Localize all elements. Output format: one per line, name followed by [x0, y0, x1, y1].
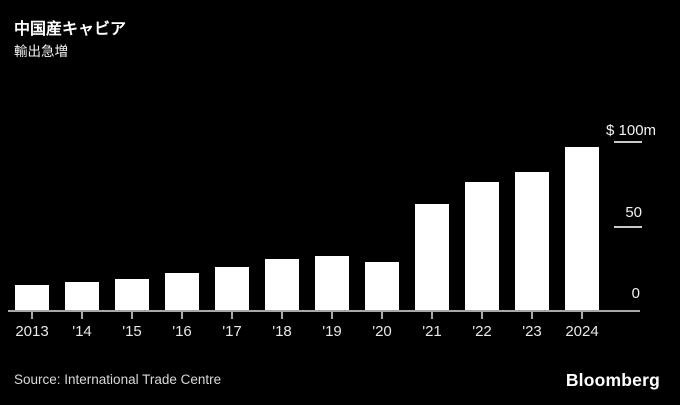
- x-axis-label: '14: [72, 323, 92, 340]
- x-axis-label: '23: [522, 323, 542, 340]
- bar-column-16: [157, 144, 207, 310]
- x-axis-tick: [581, 312, 583, 319]
- bar-21: [415, 203, 449, 310]
- x-axis-label: '16: [172, 323, 192, 340]
- x-axis-tick: [131, 312, 133, 319]
- x-axis-tick: [531, 312, 533, 319]
- x-axis: 2013 '14 '15 '16 '17 '18 '19 '20 '21 '22 '23 2024: [7, 312, 607, 340]
- source-credit: Source: International Trade Centre: [14, 372, 222, 387]
- x-axis-cell: '21: [407, 312, 457, 340]
- bar-column-15: [107, 144, 157, 310]
- x-axis-tick: [381, 312, 383, 319]
- y-axis-label-50: 50: [625, 204, 642, 221]
- y-axis-tick-50: [614, 226, 642, 228]
- x-axis-cell: 2024: [557, 312, 607, 340]
- bar-column-23: [507, 144, 557, 310]
- bar-column-22: [457, 144, 507, 310]
- x-axis-cell: '23: [507, 312, 557, 340]
- x-axis-label: '19: [322, 323, 342, 340]
- bar-column-19: [307, 144, 357, 310]
- bar-column-2013: [7, 144, 57, 310]
- y-axis-label-0: 0: [631, 285, 640, 302]
- x-axis-cell: '20: [357, 312, 407, 340]
- x-axis-tick: [81, 312, 83, 319]
- x-axis-cell: '17: [207, 312, 257, 340]
- y-axis-label-100: $ 100m: [606, 122, 657, 139]
- x-axis-label: '18: [272, 323, 292, 340]
- chart-header: 中国産キャビア 輸出急増: [14, 20, 126, 61]
- bar-column-18: [257, 144, 307, 310]
- x-axis-cell: '22: [457, 312, 507, 340]
- x-axis-label: '15: [122, 323, 142, 340]
- bar-22: [465, 182, 499, 310]
- bar-series: [7, 144, 607, 310]
- x-axis-cell: '15: [107, 312, 157, 340]
- plot-area: [7, 144, 607, 310]
- x-axis-tick: [331, 312, 333, 319]
- x-axis-label: '22: [472, 323, 492, 340]
- x-axis-label: 2024: [565, 323, 599, 340]
- bar-23: [515, 172, 549, 310]
- x-axis-line: [8, 310, 640, 312]
- x-axis-tick: [31, 312, 33, 319]
- bar-2024: [565, 147, 599, 310]
- bar-column-20: [357, 144, 407, 310]
- bloomberg-logo: Bloomberg: [565, 370, 660, 390]
- x-axis-label: '21: [422, 323, 442, 340]
- x-axis-cell: '14: [57, 312, 107, 340]
- x-axis-tick: [281, 312, 283, 319]
- bar-14: [65, 281, 99, 310]
- bar-column-14: [57, 144, 107, 310]
- x-axis-tick: [231, 312, 233, 319]
- bar-column-21: [407, 144, 457, 310]
- chart-title: 中国産キャビア: [14, 21, 127, 38]
- bar-18: [265, 259, 299, 310]
- bar-17: [215, 266, 249, 310]
- x-axis-cell: '16: [157, 312, 207, 340]
- bar-19: [315, 256, 349, 310]
- x-axis-label: '20: [372, 323, 392, 340]
- x-axis-tick: [431, 312, 433, 319]
- bar-column-17: [207, 144, 257, 310]
- y-axis-tick-100: [614, 141, 642, 143]
- x-axis-label: 2013: [15, 323, 49, 340]
- bar-16: [165, 272, 199, 310]
- x-axis-label: '17: [222, 323, 242, 340]
- bar-2013: [15, 285, 49, 310]
- x-axis-cell: '18: [257, 312, 307, 340]
- bar-column-2024: [557, 144, 607, 310]
- x-axis-cell: 2013: [7, 312, 57, 340]
- x-axis-tick: [181, 312, 183, 319]
- x-axis-cell: '19: [307, 312, 357, 340]
- bar-20: [365, 261, 399, 310]
- x-axis-tick: [481, 312, 483, 319]
- bar-15: [115, 279, 149, 310]
- chart-subtitle: 輸出急増: [14, 44, 68, 59]
